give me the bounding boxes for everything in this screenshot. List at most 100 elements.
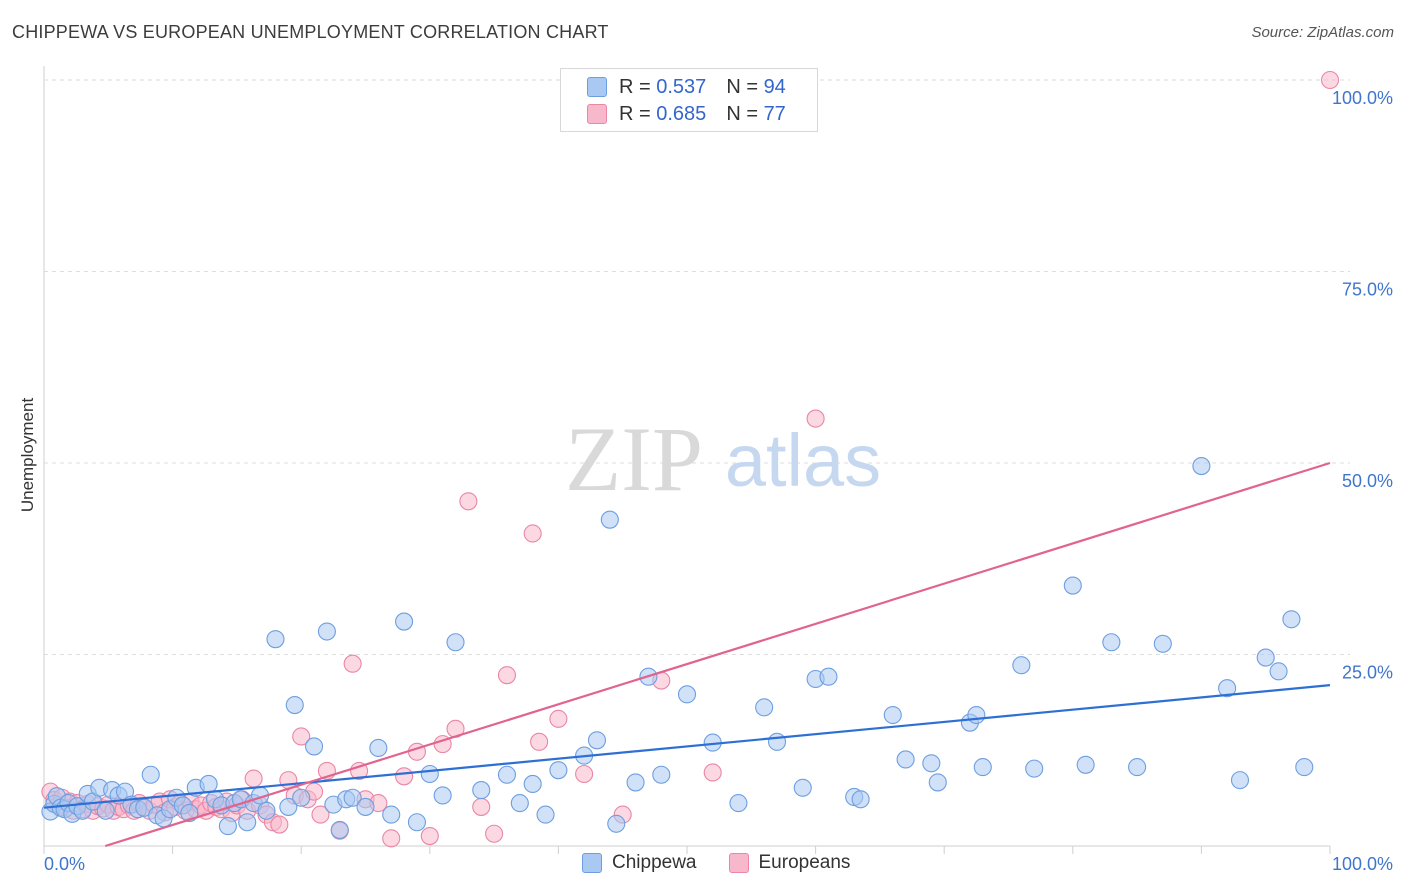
chippewa-point	[238, 813, 257, 832]
chippewa-point	[626, 773, 645, 792]
europeans-point	[523, 524, 542, 543]
stats-n-value: 77	[763, 102, 786, 125]
chippewa-point	[729, 794, 748, 813]
x-tick-label: 100.0%	[1332, 854, 1393, 874]
source-credit: Source: ZipAtlas.com	[1251, 24, 1394, 41]
stats-n-value: 94	[763, 75, 786, 98]
europeans-point	[806, 409, 825, 428]
chippewa-point	[755, 698, 774, 717]
chippewa-point	[896, 750, 915, 769]
chippewa-point	[536, 805, 555, 824]
chippewa-point	[395, 612, 414, 631]
europeans-point	[1320, 70, 1340, 90]
legend-item-chippewa[interactable]: Chippewa	[582, 852, 697, 874]
europeans-point	[292, 727, 311, 746]
europeans-point	[459, 492, 478, 511]
chippewa-point	[1102, 633, 1121, 652]
europeans-point	[472, 797, 491, 816]
chippewa-point	[928, 773, 947, 792]
europeans-legend-swatch-icon	[728, 853, 749, 873]
x-tick-label: 0.0%	[44, 854, 85, 874]
chart-title: CHIPPEWA VS EUROPEAN UNEMPLOYMENT CORREL…	[12, 22, 609, 42]
chippewa-point	[967, 705, 986, 725]
chippewa-point	[218, 817, 237, 836]
chippewa-point	[317, 622, 336, 641]
europeans-swatch-icon	[587, 104, 607, 124]
stats-n-label: N =	[726, 102, 758, 125]
legend: Chippewa Europeans	[582, 852, 882, 874]
chippewa-point	[851, 790, 870, 809]
chippewa-point	[96, 801, 115, 820]
chippewa-point	[1025, 759, 1044, 778]
chippewa-point	[587, 731, 607, 750]
chippewa-point	[330, 820, 349, 839]
chippewa-point	[343, 788, 362, 807]
chippewa-point	[523, 774, 542, 794]
europeans-point	[420, 826, 439, 846]
chippewa-point	[793, 778, 812, 797]
europeans-point	[530, 732, 549, 751]
chippewa-point	[819, 667, 838, 686]
chippewa-point	[973, 758, 992, 777]
europeans-point	[575, 764, 594, 784]
chippewa-point	[1192, 457, 1211, 476]
europeans-point	[395, 767, 414, 786]
chippewa-point	[266, 630, 285, 649]
chippewa-point	[446, 633, 465, 652]
y-tick-label: 100.0%	[1332, 88, 1393, 108]
chippewa-point	[497, 765, 517, 784]
chippewa-point	[382, 805, 401, 824]
chippewa-point	[292, 788, 311, 807]
chippewa-point	[257, 801, 276, 820]
legend-label-chippewa: Chippewa	[612, 852, 697, 873]
europeans-point	[485, 824, 504, 843]
chippewa-point	[1282, 610, 1301, 629]
europeans-point	[703, 763, 722, 782]
chippewa-point	[141, 765, 160, 784]
chippewa-point	[356, 797, 375, 816]
chippewa-point	[677, 685, 697, 704]
stats-row-chippewa: R = 0.537 N = 94	[587, 74, 786, 100]
europeans-trend-line	[104, 461, 1331, 848]
chippewa-point	[600, 510, 619, 529]
stats-r-value: 0.685	[656, 102, 707, 125]
chippewa-point	[1256, 648, 1275, 667]
europeans-point	[270, 815, 289, 834]
chippewa-swatch-icon	[587, 77, 607, 97]
chippewa-point	[1230, 771, 1250, 790]
chippewa-point	[652, 765, 671, 784]
legend-item-europeans[interactable]: Europeans	[728, 852, 851, 874]
stats-r-value: 0.537	[656, 75, 707, 98]
chippewa-point	[279, 797, 298, 816]
legend-label-europeans: Europeans	[758, 852, 851, 873]
chippewa-point	[549, 761, 568, 780]
chippewa-point	[472, 781, 491, 800]
stats-n-label: N =	[726, 75, 758, 98]
y-tick-label: 75.0%	[1342, 280, 1393, 300]
y-tick-label: 50.0%	[1342, 471, 1393, 491]
chippewa-point	[883, 705, 902, 725]
tick-labels: 100.0% 75.0% 50.0% 25.0% 0.0% 100.0%	[44, 88, 1393, 874]
europeans-point	[343, 654, 362, 673]
chippewa-point	[1153, 634, 1172, 653]
europeans-point	[497, 666, 517, 685]
chippewa-point	[407, 813, 426, 832]
chippewa-point	[767, 732, 787, 751]
chippewa-point	[607, 814, 626, 833]
chippewa-point	[510, 794, 529, 813]
chippewa-point	[433, 786, 452, 805]
chippewa-point	[1076, 755, 1095, 774]
stats-r-label: R =	[619, 102, 651, 125]
y-axis-label: Unemployment	[18, 397, 37, 513]
europeans-point	[382, 829, 401, 848]
grid-layer	[43, 66, 1350, 854]
europeans-point	[311, 805, 330, 824]
chippewa-point	[369, 738, 388, 758]
europeans-point	[244, 769, 263, 788]
chippewa-point	[199, 774, 218, 794]
chippewa-points	[41, 457, 1314, 839]
watermark-zip: ZIP	[565, 408, 703, 510]
chippewa-point	[1218, 679, 1237, 698]
chippewa-point	[1063, 576, 1082, 595]
